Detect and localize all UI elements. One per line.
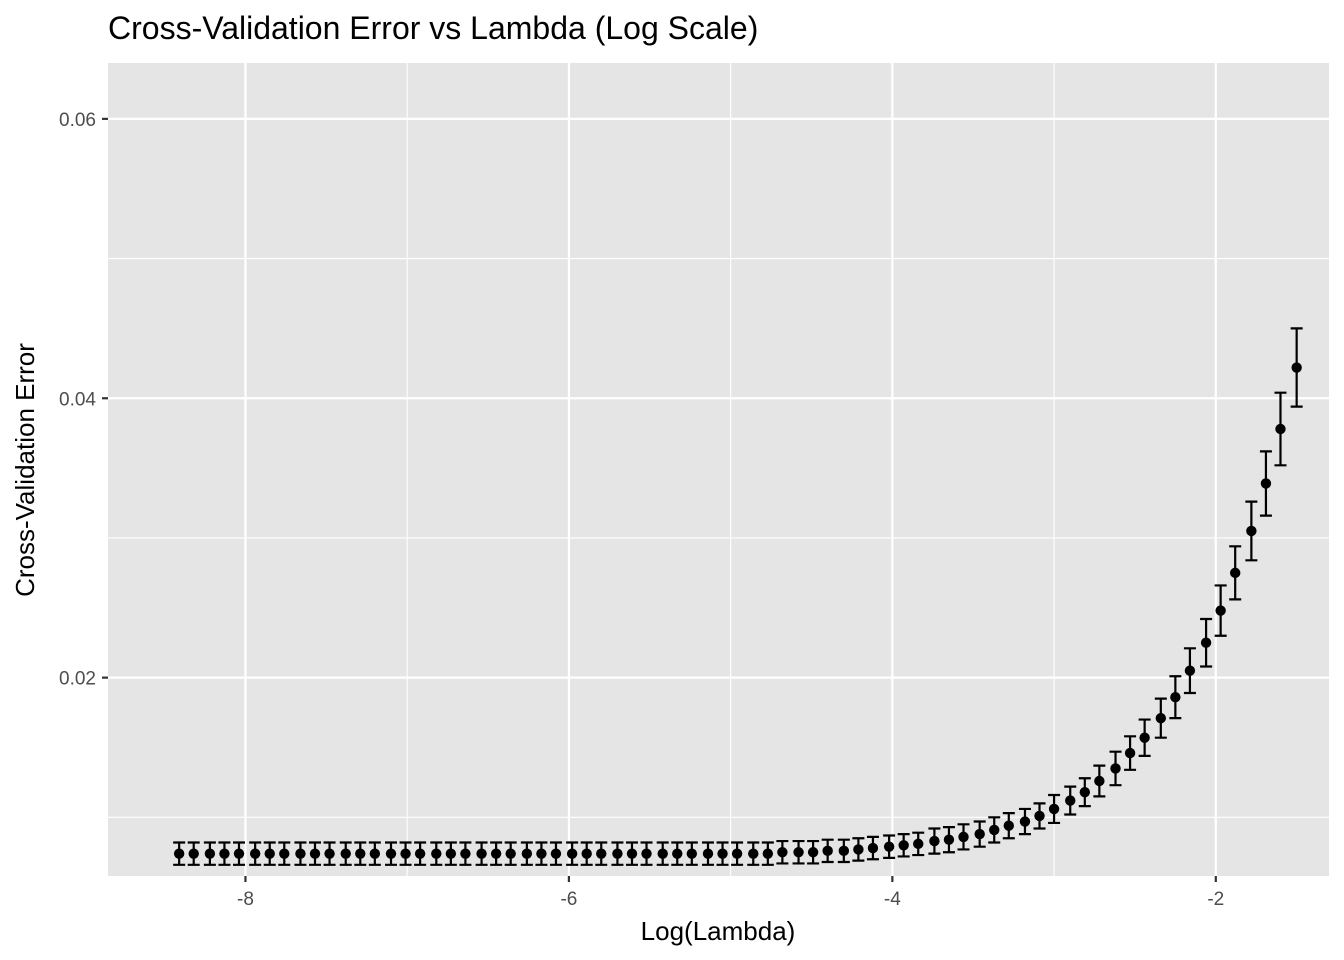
x-tick-label: -6	[560, 889, 577, 910]
data-point	[612, 848, 623, 859]
data-point	[1124, 747, 1136, 759]
data-point	[717, 848, 728, 859]
data-point	[822, 845, 833, 857]
data-point	[943, 834, 955, 845]
data-point	[431, 848, 442, 859]
data-point	[731, 848, 743, 859]
data-point	[641, 848, 652, 859]
data-point	[1065, 795, 1076, 806]
data-point	[460, 848, 471, 859]
data-point	[385, 848, 397, 859]
data-point	[1139, 732, 1150, 743]
data-point	[1230, 567, 1241, 579]
data-point	[566, 848, 578, 859]
data-point	[898, 840, 909, 851]
y-tick-label: 0.06	[59, 110, 96, 131]
data-point	[445, 848, 457, 859]
x-axis-title: Log(Lambda)	[641, 916, 796, 946]
data-point	[1246, 525, 1257, 537]
data-point	[1291, 362, 1302, 373]
data-point	[309, 848, 321, 859]
data-point	[204, 848, 216, 859]
data-point	[807, 847, 819, 858]
data-point	[1110, 763, 1121, 774]
data-point	[400, 848, 411, 859]
data-point	[505, 848, 516, 859]
data-point	[974, 828, 985, 840]
data-point	[340, 848, 351, 859]
data-point	[1200, 637, 1212, 648]
data-point	[1155, 712, 1167, 724]
data-point	[596, 848, 607, 859]
data-point	[1019, 816, 1031, 827]
data-point	[913, 838, 924, 850]
data-point	[233, 848, 245, 859]
data-point	[1170, 691, 1181, 703]
data-point	[1048, 803, 1060, 815]
data-point	[295, 848, 306, 859]
data-point	[672, 848, 683, 859]
major-gridlines	[108, 63, 1329, 876]
data-point	[762, 848, 774, 859]
data-point	[883, 841, 895, 852]
data-point	[369, 848, 381, 859]
y-tick-label: 0.02	[59, 669, 96, 690]
data-point	[249, 848, 261, 859]
data-point	[490, 848, 502, 859]
x-tick-label: -8	[237, 889, 254, 910]
data-point	[279, 848, 290, 859]
data-point	[853, 844, 864, 855]
data-point	[550, 848, 562, 859]
data-point	[1003, 820, 1014, 831]
data-point	[355, 848, 366, 859]
data-point	[1184, 665, 1196, 676]
data-point	[414, 848, 426, 859]
data-points	[173, 362, 1302, 859]
y-tick-label: 0.04	[59, 389, 96, 410]
data-point	[264, 848, 275, 859]
y-axis: 0.02 0.04 0.06	[59, 110, 108, 690]
data-point	[929, 835, 940, 847]
data-point	[989, 824, 1000, 836]
data-point	[1215, 605, 1226, 616]
data-point	[748, 848, 759, 859]
data-point	[188, 848, 199, 859]
data-point	[838, 845, 850, 857]
data-point	[777, 847, 788, 858]
data-point	[686, 848, 698, 859]
x-tick-label: -2	[1207, 889, 1224, 910]
data-point	[626, 848, 638, 859]
plot-panel	[108, 63, 1329, 876]
data-point	[536, 848, 547, 859]
data-point	[476, 848, 487, 859]
data-point	[702, 848, 714, 859]
minor-gridlines	[108, 63, 1329, 876]
data-point	[521, 848, 533, 859]
y-axis-title: Cross-Validation Error	[10, 343, 40, 597]
data-point	[657, 848, 668, 859]
data-point	[1275, 423, 1286, 435]
data-point	[867, 842, 879, 854]
x-axis: -8 -6 -4 -2	[237, 876, 1224, 910]
data-point	[958, 831, 969, 843]
data-point	[1094, 775, 1105, 787]
data-point	[324, 848, 335, 859]
data-point	[1034, 810, 1045, 822]
data-point	[581, 848, 592, 859]
data-point	[1260, 478, 1272, 489]
x-tick-label: -4	[884, 889, 901, 910]
data-point	[1079, 786, 1091, 798]
chart-title: Cross-Validation Error vs Lambda (Log Sc…	[108, 10, 758, 46]
data-point	[173, 848, 185, 859]
data-point	[793, 847, 804, 858]
data-point	[219, 848, 230, 859]
